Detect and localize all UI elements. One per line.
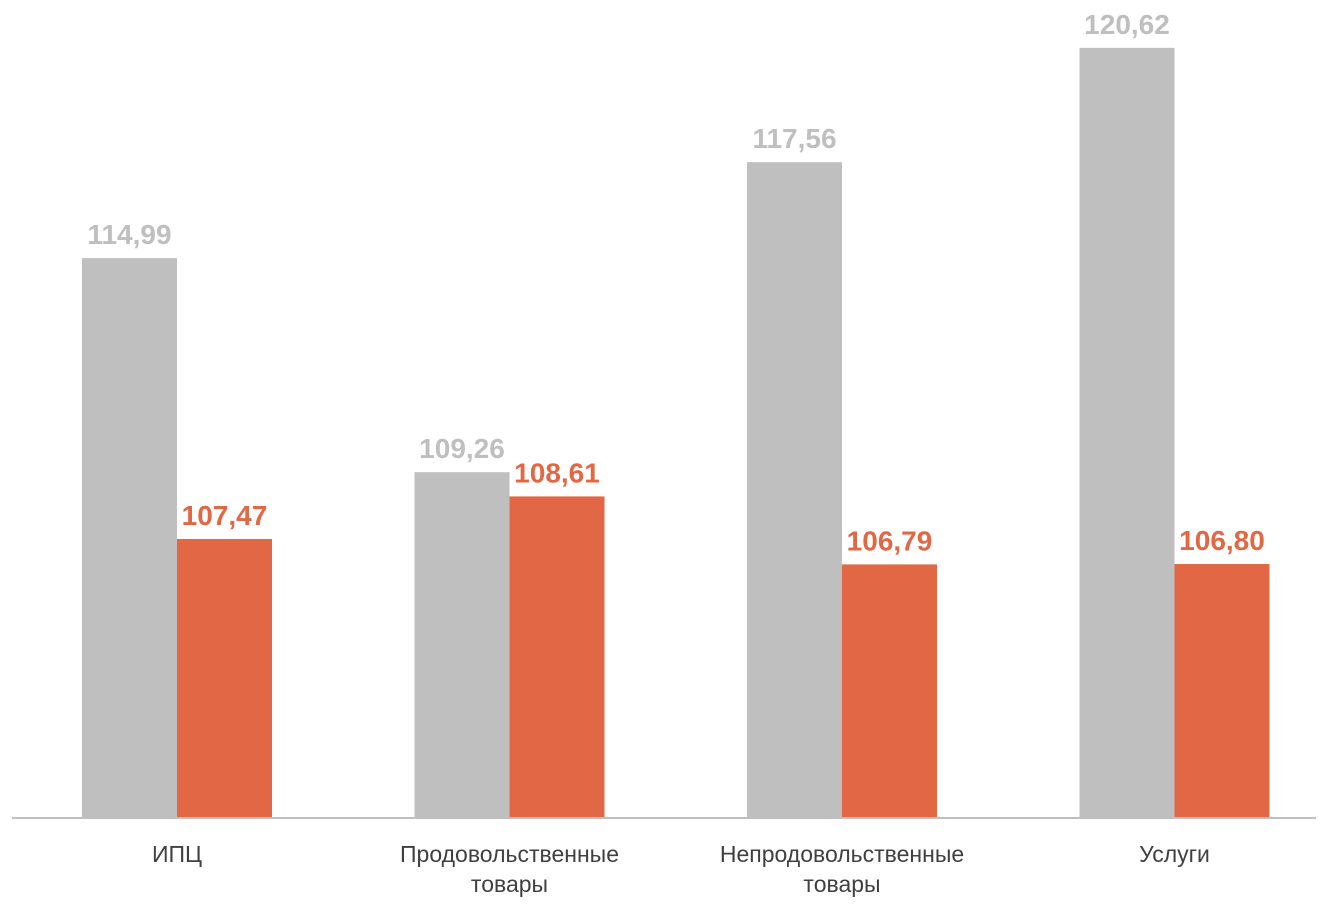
data-label-series-1-category-4: 120,62 (1084, 9, 1170, 40)
bars-group (82, 47, 1270, 818)
category-label-line: Непродовольственные (720, 841, 964, 867)
value-labels-group: 114,99 107,47 109,26 108,61 117,56 106,79 120,… (87, 9, 1264, 557)
bar-series-1-category-1 (82, 258, 177, 818)
bar-series-1-category-4 (1079, 47, 1175, 818)
category-labels-group: ИПЦ Продовольственные товарыНепродовольств… (152, 841, 1210, 897)
bar-series-1-category-3 (747, 162, 842, 818)
bar-series-2-category-4 (1174, 564, 1270, 818)
bar-series-1-category-2 (414, 472, 510, 818)
data-label-series-2-category-2: 108,61 (514, 457, 600, 488)
data-label-series-2-category-3: 106,79 (847, 525, 933, 556)
data-label-series-2-category-4: 106,80 (1179, 525, 1265, 556)
bar-series-2-category-2 (509, 496, 605, 818)
category-label-line: Продовольственные (400, 841, 619, 867)
category-label-line: Услуги (1139, 841, 1210, 867)
category-label-line: ИПЦ (152, 841, 202, 867)
category-label-line: товары (471, 871, 548, 897)
category-label-1: ИПЦ (152, 841, 202, 867)
data-label-series-2-category-1: 107,47 (182, 500, 268, 531)
data-label-series-1-category-2: 109,26 (419, 433, 505, 464)
category-label-2: Продовольственные товары (400, 841, 619, 897)
category-label-line: товары (803, 871, 880, 897)
bar-series-2-category-1 (177, 538, 272, 818)
category-label-3: Непродовольственные товары (720, 841, 964, 897)
data-label-series-1-category-1: 114,99 (87, 219, 171, 250)
bar-series-2-category-3 (842, 564, 937, 818)
data-label-series-1-category-3: 117,56 (752, 123, 836, 154)
category-label-4: Услуги (1139, 841, 1210, 867)
